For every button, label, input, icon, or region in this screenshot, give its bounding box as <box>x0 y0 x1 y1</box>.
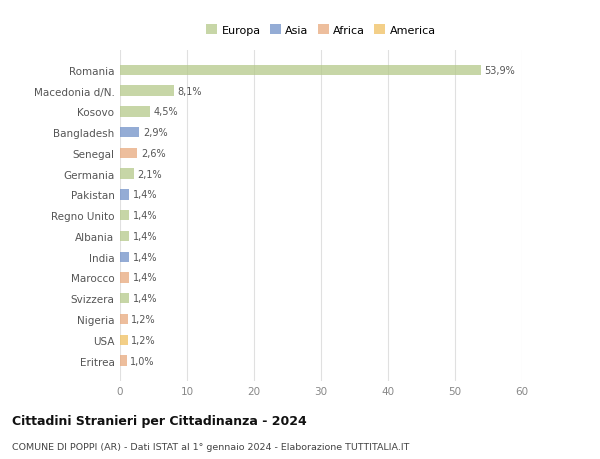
Text: 53,9%: 53,9% <box>484 66 515 76</box>
Bar <box>120 231 130 241</box>
Bar <box>120 66 481 76</box>
Text: 8,1%: 8,1% <box>178 86 202 96</box>
Text: COMUNE DI POPPI (AR) - Dati ISTAT al 1° gennaio 2024 - Elaborazione TUTTITALIA.I: COMUNE DI POPPI (AR) - Dati ISTAT al 1° … <box>12 442 409 451</box>
Bar <box>120 190 130 200</box>
Bar <box>120 314 128 325</box>
Bar <box>120 148 137 159</box>
Text: 1,2%: 1,2% <box>131 314 156 325</box>
Text: 1,4%: 1,4% <box>133 211 157 221</box>
Legend: Europa, Asia, Africa, America: Europa, Asia, Africa, America <box>204 23 438 38</box>
Text: 1,4%: 1,4% <box>133 231 157 241</box>
Text: 2,6%: 2,6% <box>141 149 166 158</box>
Text: 1,4%: 1,4% <box>133 273 157 283</box>
Text: 2,1%: 2,1% <box>137 169 162 179</box>
Bar <box>120 107 150 118</box>
Bar <box>120 86 174 96</box>
Bar <box>120 252 130 263</box>
Text: Cittadini Stranieri per Cittadinanza - 2024: Cittadini Stranieri per Cittadinanza - 2… <box>12 414 307 428</box>
Text: 1,0%: 1,0% <box>130 356 155 366</box>
Bar <box>120 169 134 179</box>
Bar <box>120 335 128 345</box>
Bar <box>120 273 130 283</box>
Text: 4,5%: 4,5% <box>154 107 178 117</box>
Bar <box>120 128 139 138</box>
Text: 2,9%: 2,9% <box>143 128 167 138</box>
Text: 1,4%: 1,4% <box>133 294 157 303</box>
Bar <box>120 211 130 221</box>
Text: 1,2%: 1,2% <box>131 335 156 345</box>
Bar <box>120 356 127 366</box>
Text: 1,4%: 1,4% <box>133 252 157 262</box>
Bar <box>120 293 130 304</box>
Text: 1,4%: 1,4% <box>133 190 157 200</box>
